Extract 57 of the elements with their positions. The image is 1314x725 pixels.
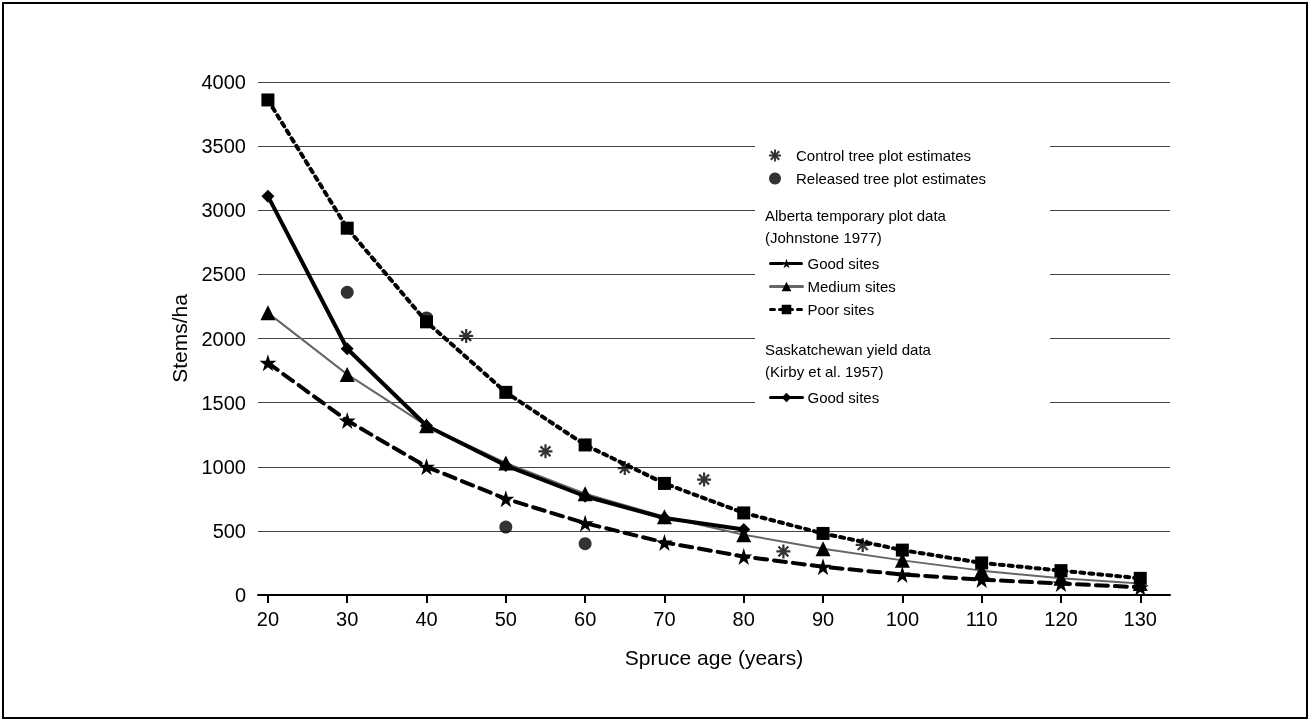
point [338, 412, 356, 430]
point [340, 221, 354, 235]
point [340, 342, 354, 356]
point [497, 490, 515, 508]
point [578, 438, 592, 452]
point [737, 506, 751, 520]
point [499, 520, 513, 534]
point [776, 544, 791, 559]
point [340, 285, 354, 299]
y-tick-label: 2500 [201, 263, 246, 286]
x-tick-label: 100 [885, 608, 920, 630]
point [895, 543, 909, 557]
x-tick-label: 30 [336, 608, 359, 630]
x-tick-label: 40 [415, 608, 438, 630]
legend-label: Poor sites [807, 301, 875, 318]
y-tick-label: 0 [234, 584, 246, 606]
y-tick-label: 2000 [201, 327, 246, 350]
legend-label: Control tree plot estimates [796, 147, 972, 164]
point [418, 458, 436, 476]
point [499, 385, 513, 399]
point [261, 93, 275, 107]
legend-label: Good sites [807, 389, 880, 406]
annotation: Alberta temporary plot data (Johnstone 1977) [765, 206, 947, 246]
point [578, 537, 592, 551]
y-tick-label: 4000 [201, 71, 246, 93]
point [259, 354, 277, 372]
x-tick-label: 50 [494, 608, 517, 630]
y-tick-label: 500 [212, 519, 246, 542]
legend-label: Released tree plot estimates [796, 170, 987, 187]
point [261, 189, 275, 203]
x-tick-label: 70 [653, 608, 676, 630]
x-tick-label: 20 [256, 608, 280, 630]
point [420, 315, 434, 329]
y-tick-label: 1000 [201, 455, 246, 478]
point [260, 305, 276, 321]
point [816, 526, 830, 540]
y-tick-label: 1500 [201, 391, 246, 414]
y-tick-label: 3000 [201, 199, 246, 222]
x-tick-label: 120 [1044, 608, 1078, 630]
x-tick-label: 90 [811, 608, 835, 630]
y-tick-label: 3500 [201, 135, 246, 158]
x-tick-label: 80 [732, 608, 755, 630]
point [1133, 571, 1147, 585]
legend-label: Good sites [807, 255, 880, 272]
point [815, 541, 831, 557]
point [655, 533, 673, 551]
x-tick-label: 130 [1123, 608, 1157, 630]
point [657, 476, 671, 490]
legend-label: Medium sites [807, 278, 896, 295]
point [1054, 564, 1068, 578]
annotation: Saskatchewan yield data (Kirby et al. 1957) [765, 340, 932, 380]
x-tick-label: 60 [574, 608, 597, 630]
x-axis-title: Spruce age (years) [624, 646, 804, 669]
y-axis-title: Stems/ha [168, 293, 191, 383]
point [975, 556, 989, 570]
x-tick-label: 110 [965, 608, 998, 630]
point [339, 366, 355, 382]
